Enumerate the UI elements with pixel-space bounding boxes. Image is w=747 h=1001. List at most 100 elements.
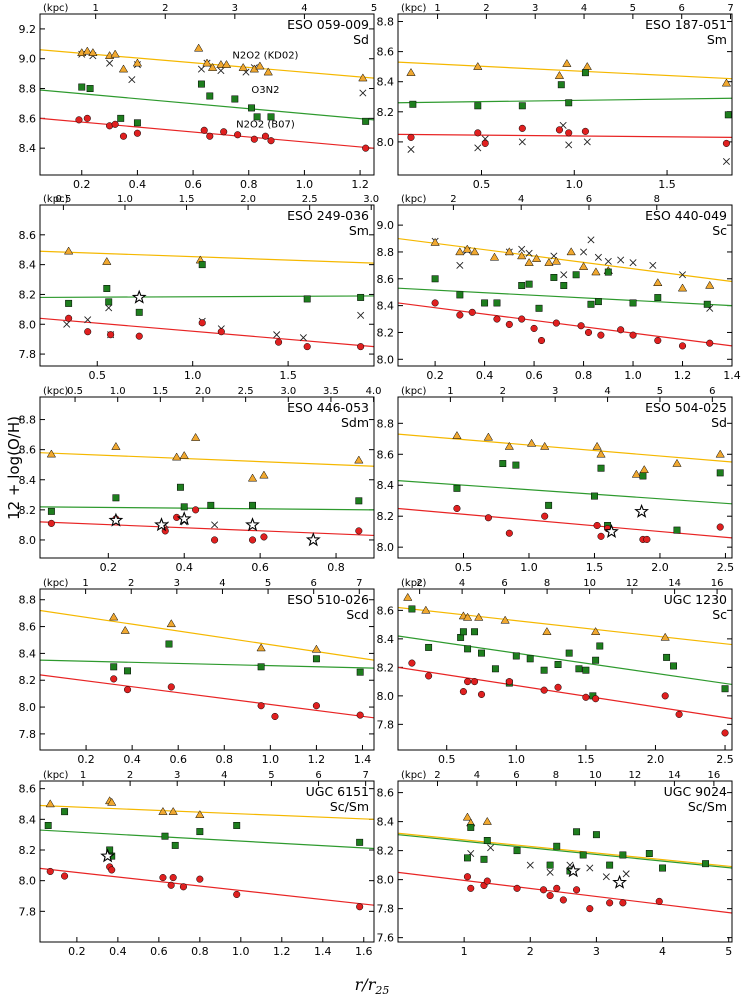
y-tick-label: 8.8 xyxy=(19,83,37,96)
marker-n2o2-b07 xyxy=(484,514,492,522)
marker-n2o2-b07 xyxy=(83,114,91,122)
kpc-tick-label: 4 xyxy=(518,194,524,205)
marker-n2o2-b07 xyxy=(483,877,491,885)
fit-line-o3n2 xyxy=(398,479,732,505)
marker-n2o2-b07 xyxy=(355,527,363,535)
marker-n2o2-b07 xyxy=(541,512,549,520)
panel-frame xyxy=(397,396,733,559)
plot-area xyxy=(398,592,732,737)
marker-o3n2 xyxy=(565,99,573,107)
marker-n2o2-kd02 xyxy=(653,278,663,287)
marker-o3n2 xyxy=(61,808,69,816)
marker-o3n2 xyxy=(525,280,533,288)
marker-n2o2-b07 xyxy=(356,711,364,719)
marker-o3n2 xyxy=(659,864,667,872)
marker-n2o2-kd02 xyxy=(566,247,576,256)
marker-n2o2-b07 xyxy=(250,135,258,143)
marker-n2o2-b07 xyxy=(233,890,241,899)
marker-o3n2 xyxy=(572,271,580,279)
y-tick-label: 8.2 xyxy=(19,844,37,857)
marker-n2o2-b07 xyxy=(167,683,175,691)
kpc-tick-label: 2.0 xyxy=(195,386,211,397)
marker-n2o2-b07 xyxy=(539,886,548,894)
marker-n2o2-kd02 xyxy=(462,612,473,621)
marker-n2o2-b07 xyxy=(463,873,471,881)
marker-o3n2 xyxy=(493,299,501,307)
marker-o3n2 xyxy=(456,291,464,299)
marker-cross xyxy=(487,844,495,852)
marker-n2o2-b07 xyxy=(559,896,567,904)
x-tick-label: 1.2 xyxy=(308,753,326,766)
y-tick-label: 8.2 xyxy=(19,504,37,517)
panel-title: ESO 510-026 xyxy=(287,592,369,607)
x-tick-label: 2.5 xyxy=(716,753,734,766)
kpc-tick-label: 7 xyxy=(356,578,362,589)
y-tick-label: 8.6 xyxy=(19,229,37,242)
x-axis-label-sub: 25 xyxy=(374,984,389,997)
y-tick-label: 8.0 xyxy=(19,875,37,888)
marker-n2o2-b07 xyxy=(200,126,208,134)
marker-cross xyxy=(63,320,71,328)
marker-cross xyxy=(197,65,205,73)
kpc-tick-label: 10 xyxy=(583,578,596,589)
x-tick-label: 0.4 xyxy=(476,369,494,382)
fit-line-o3n2 xyxy=(398,287,732,307)
marker-n2o2-b07 xyxy=(537,336,546,345)
y-tick-label: 8.4 xyxy=(377,300,395,313)
x-tick-label: 1.6 xyxy=(355,945,373,958)
marker-cross xyxy=(622,870,630,878)
marker-o3n2 xyxy=(619,851,627,859)
kpc-tick-label: 2 xyxy=(483,3,489,14)
kpc-tick-label: 2 xyxy=(128,578,134,589)
marker-o3n2 xyxy=(453,484,461,492)
marker-star xyxy=(245,517,260,532)
marker-n2o2-b07 xyxy=(206,132,214,140)
kpc-tick-label: 3 xyxy=(232,3,238,14)
marker-n2o2-b07 xyxy=(617,326,625,334)
marker-n2o2-b07 xyxy=(408,659,416,667)
marker-star xyxy=(612,874,628,889)
marker-o3n2 xyxy=(654,294,662,302)
panel-frame xyxy=(39,204,375,367)
panel-subtitle: Sdm xyxy=(341,415,369,430)
marker-n2o2-b07 xyxy=(217,328,225,336)
marker-o3n2 xyxy=(356,668,364,676)
panel-subtitle: Sd xyxy=(711,415,727,430)
marker-o3n2 xyxy=(673,526,681,534)
kpc-tick-label: 3 xyxy=(552,386,558,397)
marker-o3n2 xyxy=(550,274,558,281)
marker-o3n2 xyxy=(546,861,554,869)
marker-n2o2-kd02 xyxy=(590,627,601,635)
marker-n2o2-b07 xyxy=(555,126,563,134)
panel-eso-440-049: 0.2 0.4 0.6 0.8 1.0 1.2 1.4 8.0 8.2 8.4 8.6 8.8 9.0 (… xyxy=(377,194,741,382)
marker-o3n2 xyxy=(535,304,543,312)
marker-cross xyxy=(565,141,573,149)
marker-n2o2-kd02 xyxy=(554,70,565,79)
marker-o3n2 xyxy=(303,295,311,303)
x-tick-label: 1.2 xyxy=(674,369,692,382)
marker-star xyxy=(108,512,124,527)
marker-cross xyxy=(679,271,687,279)
marker-n2o2-kd02 xyxy=(46,449,57,458)
plot-area xyxy=(40,246,374,351)
fit-line-n2o2-b07- xyxy=(398,302,732,347)
marker-n2o2-kd02 xyxy=(526,438,537,447)
fit-line-o3n2 xyxy=(398,834,732,869)
x-tick-label: 2.0 xyxy=(651,561,669,574)
marker-n2o2-kd02 xyxy=(168,806,178,815)
y-tick-label: 8.0 xyxy=(377,541,395,554)
series-annotation: O3N2 xyxy=(251,85,279,96)
marker-n2o2-kd02 xyxy=(591,267,601,276)
marker-n2o2-kd02 xyxy=(631,469,642,478)
x-tick-label: 0.6 xyxy=(525,369,543,382)
marker-n2o2-b07 xyxy=(167,881,175,889)
marker-o3n2 xyxy=(480,855,488,863)
plot-area xyxy=(40,796,374,911)
kpc-axis-unit-label: (kpc) xyxy=(43,386,69,397)
marker-o3n2 xyxy=(573,828,581,836)
y-tick-label: 9.2 xyxy=(19,23,37,36)
kpc-tick-label: 6 xyxy=(513,770,519,781)
marker-n2o2-b07 xyxy=(65,314,73,322)
marker-o3n2 xyxy=(44,822,52,829)
